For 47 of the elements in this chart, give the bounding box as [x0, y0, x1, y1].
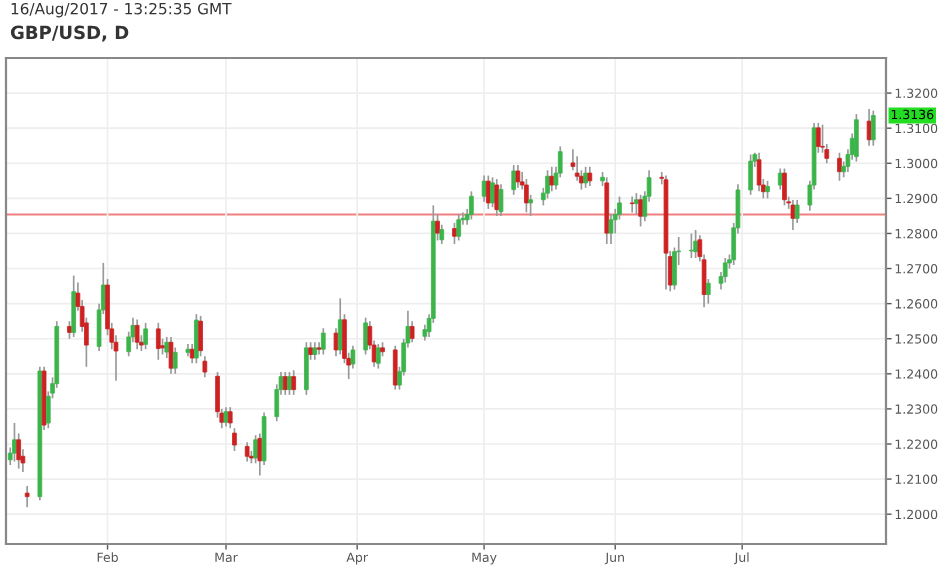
candlestick [689, 232, 694, 259]
candlestick [790, 199, 796, 231]
candlestick [223, 406, 229, 428]
candlestick [202, 355, 208, 379]
candlestick [320, 327, 326, 356]
candlestick [469, 190, 474, 221]
candlestick [794, 199, 800, 224]
candlestick [168, 336, 174, 375]
candlestick [232, 427, 237, 452]
candlestick [244, 441, 250, 463]
candlestick [524, 178, 529, 214]
candlestick [143, 322, 148, 351]
candlestick [155, 322, 161, 361]
candlestick [583, 165, 588, 189]
candlestick [722, 257, 728, 284]
candlestick [227, 406, 233, 430]
candlestick [71, 274, 77, 338]
candlestick [748, 153, 753, 196]
candlestick [854, 113, 859, 163]
candlestick [511, 164, 517, 196]
candlestick [498, 183, 504, 217]
candlestick [587, 165, 593, 187]
candlestick [574, 155, 580, 182]
candlestick [304, 341, 309, 396]
candlestick [134, 318, 140, 351]
candlestick [549, 165, 555, 193]
candlestick [545, 169, 550, 200]
candlestick [198, 315, 203, 358]
candlestick [12, 422, 17, 463]
candlestick [337, 297, 343, 356]
candlestick [194, 313, 199, 365]
candlestick [515, 164, 521, 189]
candlestick [24, 485, 30, 508]
candlestick [375, 343, 381, 370]
candlestick [782, 167, 787, 207]
candlestick [456, 213, 462, 242]
candlestick [629, 195, 635, 214]
chart-title: GBP/USD, D [10, 25, 129, 42]
candlestick [638, 194, 643, 228]
candlestick [490, 176, 495, 208]
candlestick [494, 178, 500, 217]
candlestick [363, 316, 368, 356]
candlestick [870, 109, 876, 147]
candlestick [392, 344, 398, 391]
candlestick [837, 151, 842, 182]
candlestick [452, 222, 457, 245]
candlestick [291, 369, 297, 396]
